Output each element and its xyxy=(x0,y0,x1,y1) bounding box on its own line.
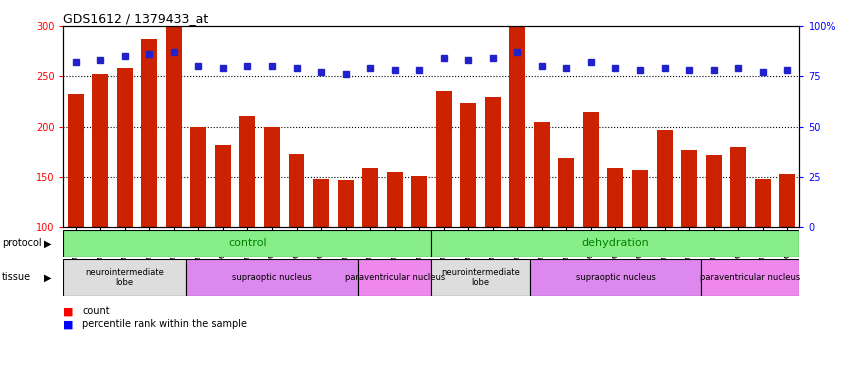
Text: percentile rank within the sample: percentile rank within the sample xyxy=(82,320,247,329)
Bar xyxy=(358,259,431,296)
Bar xyxy=(431,259,530,296)
Bar xyxy=(656,130,673,227)
Text: supraoptic nucleus: supraoptic nucleus xyxy=(232,273,312,282)
Bar xyxy=(288,154,305,227)
Bar xyxy=(509,26,525,227)
Bar xyxy=(117,68,133,227)
Bar xyxy=(362,168,378,227)
Bar xyxy=(706,154,722,227)
Bar xyxy=(779,174,795,227)
Text: GDS1612 / 1379433_at: GDS1612 / 1379433_at xyxy=(63,12,209,25)
Bar xyxy=(730,147,746,227)
Text: control: control xyxy=(228,238,266,248)
Bar xyxy=(63,230,431,257)
Bar xyxy=(92,74,108,227)
Text: neurointermediate
lobe: neurointermediate lobe xyxy=(441,268,520,287)
Bar xyxy=(431,230,799,257)
Bar xyxy=(186,259,358,296)
Bar xyxy=(583,111,599,227)
Bar xyxy=(215,145,231,227)
Text: count: count xyxy=(82,306,110,316)
Bar xyxy=(755,179,771,227)
Text: ■: ■ xyxy=(63,320,74,329)
Bar xyxy=(387,172,403,227)
Text: neurointermediate
lobe: neurointermediate lobe xyxy=(85,268,164,287)
Text: protocol: protocol xyxy=(2,238,41,248)
Bar xyxy=(63,259,186,296)
Bar xyxy=(313,179,329,227)
Text: supraoptic nucleus: supraoptic nucleus xyxy=(575,273,656,282)
Text: ▶: ▶ xyxy=(44,273,52,282)
Bar xyxy=(485,98,501,227)
Text: ▶: ▶ xyxy=(44,238,52,248)
Bar xyxy=(411,176,427,227)
Bar xyxy=(460,104,476,227)
Text: paraventricular nucleus: paraventricular nucleus xyxy=(344,273,445,282)
Bar xyxy=(141,39,157,227)
Text: tissue: tissue xyxy=(2,273,30,282)
Text: ■: ■ xyxy=(63,306,74,316)
Bar xyxy=(68,94,84,227)
Text: paraventricular nucleus: paraventricular nucleus xyxy=(700,273,800,282)
Bar xyxy=(264,127,280,227)
Bar xyxy=(530,259,701,296)
Bar xyxy=(607,168,624,227)
Bar xyxy=(701,259,799,296)
Text: dehydration: dehydration xyxy=(581,238,650,248)
Bar xyxy=(239,116,255,227)
Bar xyxy=(436,92,452,227)
Bar xyxy=(558,158,574,227)
Bar xyxy=(534,122,550,227)
Bar xyxy=(338,180,354,227)
Bar xyxy=(190,127,206,227)
Bar xyxy=(681,150,697,227)
Bar xyxy=(166,26,182,227)
Bar xyxy=(632,170,648,227)
